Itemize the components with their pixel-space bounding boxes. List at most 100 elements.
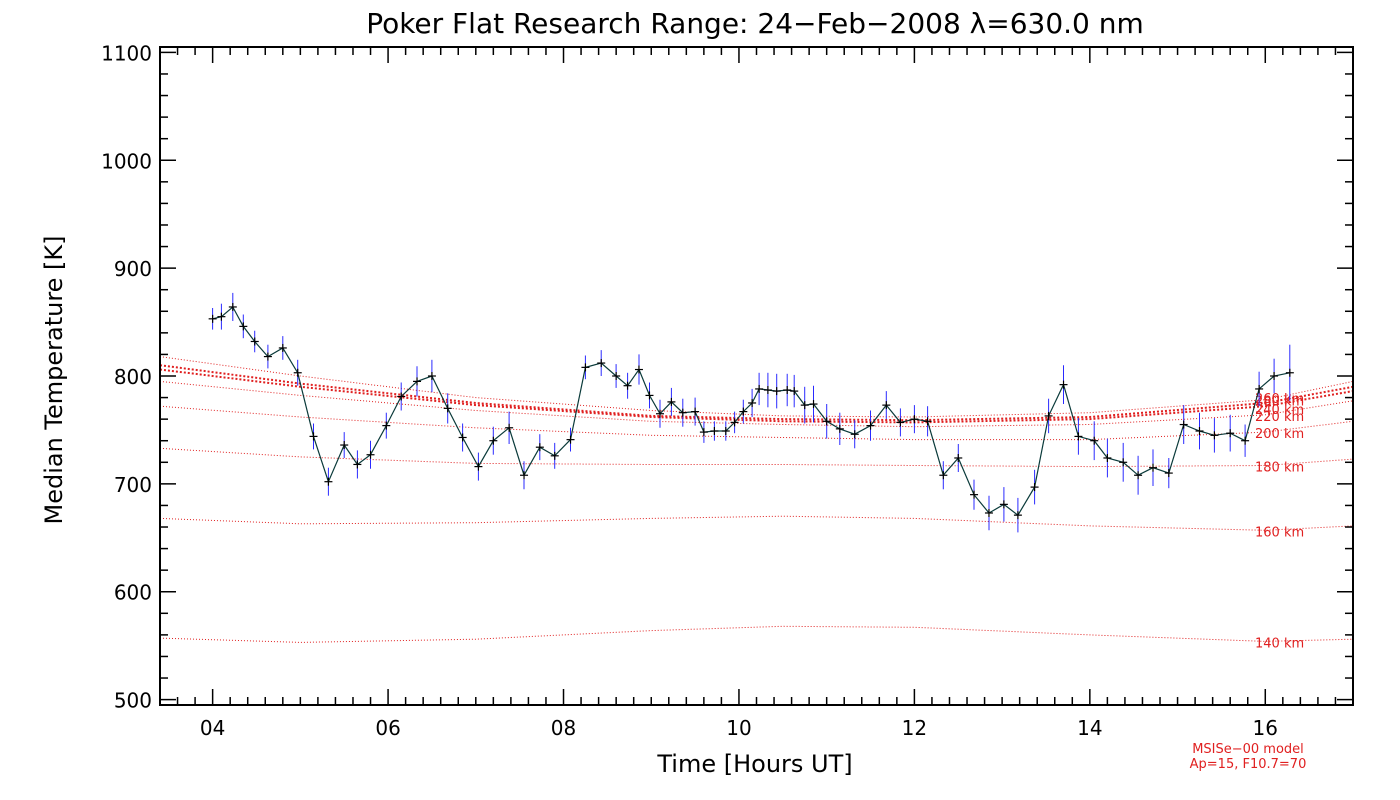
model-curve-label: 240 km (1255, 403, 1304, 418)
data-markers (208, 302, 1294, 520)
y-axis-label: Median Temperature [K] (40, 235, 68, 524)
data-point (748, 398, 757, 407)
data-point (645, 391, 654, 400)
data-point (896, 418, 905, 427)
data-point (612, 372, 621, 380)
data-point (866, 421, 875, 430)
data-point (755, 384, 764, 393)
data-point (458, 433, 467, 442)
data-point (427, 372, 436, 380)
data-point (1148, 463, 1157, 472)
data-point (772, 387, 781, 396)
data-point (923, 417, 932, 426)
data-point (228, 302, 237, 311)
data-point (309, 432, 318, 441)
data-point (324, 477, 333, 486)
model-curve-label: 200 km (1255, 427, 1304, 442)
y-tick-label: 800 (114, 365, 152, 389)
data-point (1226, 429, 1235, 438)
data-point (217, 312, 226, 321)
model-curve (159, 625, 1354, 643)
model-curve (159, 356, 1354, 418)
data-point (397, 392, 406, 401)
data-point (1255, 384, 1264, 393)
y-tick-label: 600 (114, 581, 152, 605)
data-point (366, 450, 375, 459)
data-point (939, 471, 948, 480)
data-point (822, 417, 831, 426)
data-point (984, 508, 993, 517)
data-point (699, 428, 708, 437)
data-point (520, 471, 529, 480)
data-point (721, 427, 730, 436)
data-point (1013, 511, 1022, 520)
model-curve-label: 180 km (1255, 461, 1304, 476)
data-point (1059, 380, 1068, 389)
x-tick-label: 08 (551, 716, 576, 740)
model-curve-label: 260 km (1255, 392, 1304, 407)
x-tick-label: 06 (375, 716, 400, 740)
data-point (489, 436, 498, 445)
temperature-line (212, 306, 1290, 517)
data-series (212, 306, 1290, 517)
model-curve (159, 380, 1354, 428)
data-point (783, 386, 792, 395)
model-name-label: MSISe−00 model (1192, 742, 1304, 757)
x-tick-label: 12 (902, 716, 927, 740)
model-curve (159, 447, 1354, 468)
data-point (739, 407, 748, 416)
data-point (835, 424, 844, 433)
model-curve-label: 220 km (1255, 410, 1304, 425)
data-point (1103, 453, 1112, 462)
data-point (293, 368, 302, 377)
plot-axes (159, 46, 1354, 706)
data-point (800, 401, 809, 410)
data-point (882, 401, 891, 410)
data-point (1164, 469, 1173, 478)
y-tick-label: 500 (114, 689, 152, 713)
data-point (809, 400, 818, 409)
y-tick-label: 1100 (101, 41, 152, 65)
data-point (710, 427, 719, 436)
model-curve (159, 364, 1354, 422)
data-point (954, 453, 963, 462)
data-point (1179, 420, 1188, 429)
data-point (656, 409, 665, 418)
data-point (340, 441, 349, 450)
y-tick-label: 900 (114, 257, 152, 281)
data-point (678, 408, 687, 417)
data-point (263, 352, 272, 361)
data-point (1119, 458, 1128, 467)
x-tick-label: 14 (1077, 716, 1102, 740)
data-point (505, 423, 514, 432)
data-point (730, 418, 739, 427)
y-tick-label: 1000 (101, 149, 152, 173)
data-point (1090, 436, 1099, 445)
data-point (910, 415, 919, 424)
data-point (566, 435, 575, 444)
x-tick-label: 10 (726, 716, 751, 740)
model-curve-label: 280 km (1255, 395, 1304, 410)
data-point (1044, 411, 1053, 420)
data-point (1134, 471, 1143, 480)
data-point (278, 343, 287, 352)
data-point (382, 421, 391, 430)
data-point (691, 407, 700, 416)
plot-frame (159, 46, 1354, 706)
data-point (413, 377, 422, 386)
x-tick-label: 16 (1253, 716, 1278, 740)
data-point (535, 443, 544, 452)
data-point (1074, 432, 1083, 441)
data-point (970, 490, 979, 499)
data-point (850, 430, 859, 439)
data-point (1210, 431, 1219, 440)
data-point (667, 397, 676, 406)
data-point (1241, 436, 1250, 445)
data-point (550, 451, 559, 460)
x-axis-label: Time [Hours UT] (656, 750, 852, 778)
data-point (239, 322, 248, 331)
data-point (208, 314, 217, 323)
chart-title: Poker Flat Research Range: 24−Feb−2008 λ… (366, 7, 1144, 40)
